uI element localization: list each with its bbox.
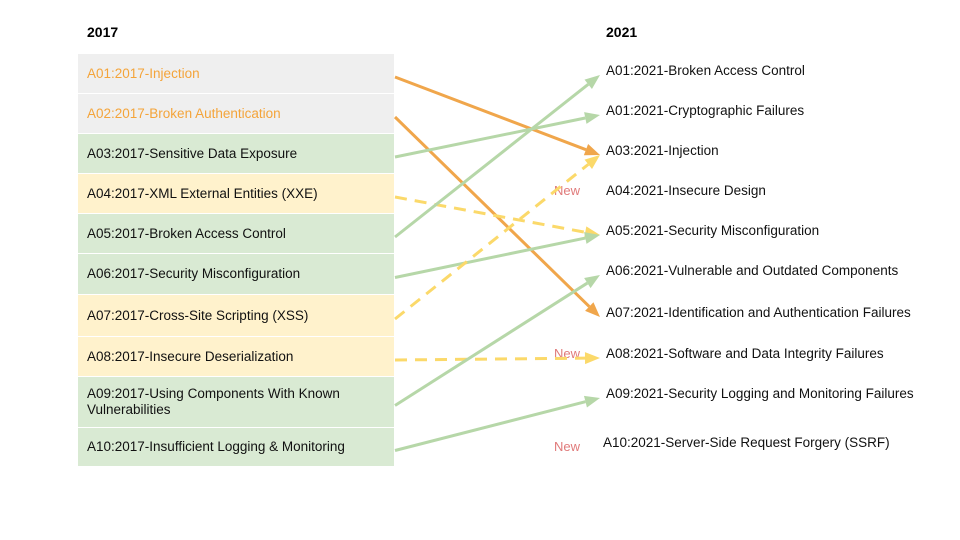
item-2017: A09:2017-Using Components With Known Vul… (78, 377, 394, 428)
item-2021: A05:2021-Security Misconfiguration (606, 223, 820, 238)
list-2017: A01:2017-Injection A02:2017-Broken Authen… (78, 54, 394, 467)
mapping-arrowhead (584, 112, 600, 124)
item-2017: A06:2017-Security Misconfiguration (78, 254, 394, 295)
item-2017: A07:2017-Cross-Site Scripting (XSS) (78, 295, 394, 337)
heading-2021: 2021 (606, 24, 638, 40)
item-2017: A04:2017-XML External Entities (XXE) (78, 174, 394, 214)
item-2017: A01:2017-Injection (78, 54, 394, 94)
item-2017-label: A01:2017-Injection (87, 65, 200, 81)
new-badge: New (554, 439, 581, 454)
mapping-arrowhead (584, 352, 600, 365)
heading-2017: 2017 (87, 24, 119, 40)
item-2017-label: A06:2017-Security Misconfiguration (87, 266, 301, 281)
item-2017-label: A10:2017-Insufficient Logging & Monitori… (87, 439, 345, 454)
item-2017-label: A05:2017-Broken Access Control (87, 225, 286, 241)
item-2017: A02:2017-Broken Authentication (78, 94, 394, 134)
mapping-arrowhead (584, 75, 600, 90)
item-2021: A08:2021-Software and Data Integrity Fai… (606, 346, 884, 361)
mapping-arrowhead (584, 232, 600, 244)
mapping-arrowhead (585, 302, 600, 317)
item-2017-label: A04:2017-XML External Entities (XXE) (87, 185, 318, 201)
item-2017-label: A03:2017-Sensitive Data Exposure (87, 145, 298, 161)
mapping-arrow (394, 281, 589, 407)
mapping-arrow (394, 356, 586, 362)
item-2021: A01:2021-Cryptographic Failures (606, 103, 805, 118)
item-2017-label: A07:2017-Cross-Site Scripting (XSS) (87, 307, 309, 323)
item-2021: A01:2021-Broken Access Control (606, 63, 805, 78)
mapping-arrowhead (583, 395, 600, 408)
item-2021: A06:2021-Vulnerable and Outdated Compone… (606, 263, 899, 278)
mapping-arrowhead (584, 275, 600, 289)
item-2017-label: A08:2017-Insecure Deserialization (87, 348, 294, 364)
item-2021: A10:2021-Server-Side Request Forgery (SS… (603, 435, 890, 450)
mapping-arrowhead (583, 144, 600, 156)
item-2017: A05:2017-Broken Access Control (78, 214, 394, 254)
mapping-arrow (394, 400, 586, 452)
mapping-arrow (394, 236, 586, 279)
item-2021: A04:2021-Insecure Design (606, 183, 766, 198)
item-2017-label: A02:2017-Broken Authentication (87, 105, 281, 121)
mapping-arrowhead (584, 155, 600, 170)
item-2017: A08:2017-Insecure Deserialization (78, 337, 394, 377)
mapping-arrow (394, 116, 586, 159)
item-2017: A10:2017-Insufficient Logging & Monitori… (78, 428, 394, 467)
item-2021: A09:2021-Security Logging and Monitoring… (606, 386, 914, 401)
item-2021: A07:2021-Identification and Authenticati… (606, 305, 911, 320)
mapping-arrow (394, 83, 590, 239)
item-2017: A03:2017-Sensitive Data Exposure (78, 134, 394, 174)
mapping-arrow (394, 195, 586, 234)
mapping-arrow (394, 75, 587, 152)
item-2021: A03:2021-Injection (606, 143, 719, 158)
mapping-arrow (394, 163, 590, 321)
item-2017-label: A09:2017-Using Components With Known Vul… (87, 386, 340, 417)
mapping-arrow (393, 115, 591, 308)
